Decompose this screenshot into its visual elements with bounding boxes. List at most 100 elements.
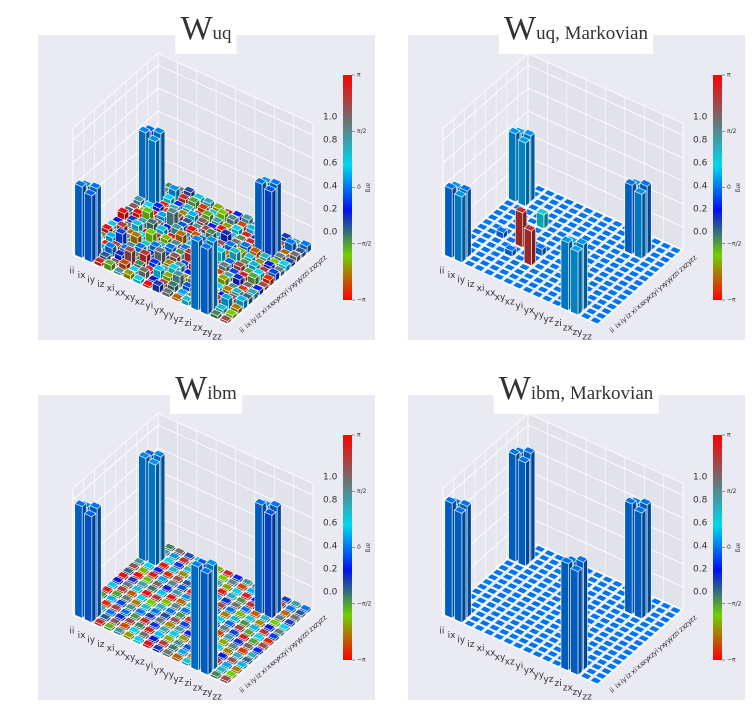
bar-top <box>643 256 657 264</box>
title-sub: ibm <box>207 383 237 404</box>
bar <box>489 610 502 618</box>
bar <box>507 272 521 281</box>
bar <box>542 203 555 211</box>
bar <box>473 624 486 632</box>
colorbar-tick-label: π <box>727 432 731 439</box>
bar-top <box>517 135 531 144</box>
bar <box>555 230 569 239</box>
bar-top <box>663 611 677 619</box>
bar-top <box>482 628 496 637</box>
bar-top <box>502 637 515 645</box>
bar-top <box>595 234 608 242</box>
bar <box>463 619 477 628</box>
bar-top <box>616 653 629 661</box>
bar <box>602 266 616 274</box>
bar <box>617 265 631 274</box>
bar-top <box>486 573 500 582</box>
z-tick-label: 0.8 <box>323 136 338 146</box>
bar-top <box>514 600 528 609</box>
bar <box>200 566 213 676</box>
bar-top <box>489 610 502 618</box>
bar <box>503 263 516 272</box>
bar <box>171 652 184 663</box>
bar <box>200 242 213 316</box>
bar-top <box>247 271 260 280</box>
bar-top <box>176 647 189 656</box>
bar <box>478 259 492 268</box>
bar-top <box>512 267 526 276</box>
column-label: iy <box>249 675 259 685</box>
bar-top <box>254 177 267 185</box>
chart-title: Wibm, Markovian <box>493 369 659 414</box>
bar <box>219 674 233 685</box>
colorbar-tick-label: 0 <box>357 544 361 551</box>
bar-top <box>669 606 682 614</box>
bar-top <box>502 277 515 285</box>
bar <box>600 589 613 598</box>
bar-top <box>468 255 482 263</box>
bar <box>628 256 642 264</box>
bar <box>632 279 645 287</box>
bar-top <box>588 252 602 261</box>
bar-top <box>542 281 555 289</box>
bar-top <box>158 611 172 620</box>
bar-face <box>264 511 273 620</box>
bar-top <box>658 615 672 624</box>
bar <box>495 225 508 240</box>
bar-top <box>575 225 589 234</box>
bar <box>531 650 544 659</box>
bar-top <box>601 575 614 584</box>
bar-top <box>159 597 173 606</box>
bar-top <box>145 584 159 592</box>
title-main: W <box>180 10 213 47</box>
title-main: W <box>498 370 531 407</box>
bar <box>606 288 619 297</box>
bar <box>527 641 540 649</box>
row-label: zz <box>582 332 592 340</box>
bar <box>538 554 551 562</box>
bar-top <box>223 619 236 627</box>
bar-top <box>517 636 530 645</box>
bar <box>142 561 155 572</box>
bar <box>669 246 682 254</box>
bar-top <box>155 224 169 232</box>
bar <box>638 260 651 269</box>
bar-top <box>126 575 139 584</box>
bar-top <box>164 242 177 250</box>
bar <box>492 208 505 217</box>
bar <box>83 509 97 624</box>
bar-top <box>551 221 564 229</box>
bar-top <box>590 225 604 233</box>
bar-top <box>527 641 540 649</box>
bar-top <box>624 178 637 186</box>
bar-top <box>238 619 251 627</box>
bar-top <box>459 184 472 192</box>
bar-top <box>611 644 625 652</box>
column-label: zz <box>688 613 699 624</box>
bar-top <box>284 604 297 612</box>
bar-top <box>148 257 161 266</box>
bar-top <box>132 273 145 282</box>
bar <box>224 308 238 320</box>
row-label: xz <box>505 657 515 667</box>
bar-top <box>608 621 621 629</box>
bar-top <box>152 565 165 574</box>
colorbar-tick-label: π <box>727 72 731 79</box>
bar-top <box>93 256 107 264</box>
bar-top <box>196 216 209 225</box>
bar <box>600 667 613 675</box>
bar <box>604 598 618 607</box>
bar-top <box>594 607 607 616</box>
bar <box>491 582 504 591</box>
bar <box>653 620 666 629</box>
bar-face <box>508 130 517 203</box>
bar-top <box>181 216 194 225</box>
bar-top <box>224 669 238 678</box>
bar-top <box>542 627 556 635</box>
bar-top <box>221 284 234 293</box>
bar-top <box>532 198 546 207</box>
bar-top <box>547 636 560 644</box>
row-label: xy <box>125 653 136 663</box>
bar <box>596 220 609 229</box>
bar-top <box>176 287 189 296</box>
